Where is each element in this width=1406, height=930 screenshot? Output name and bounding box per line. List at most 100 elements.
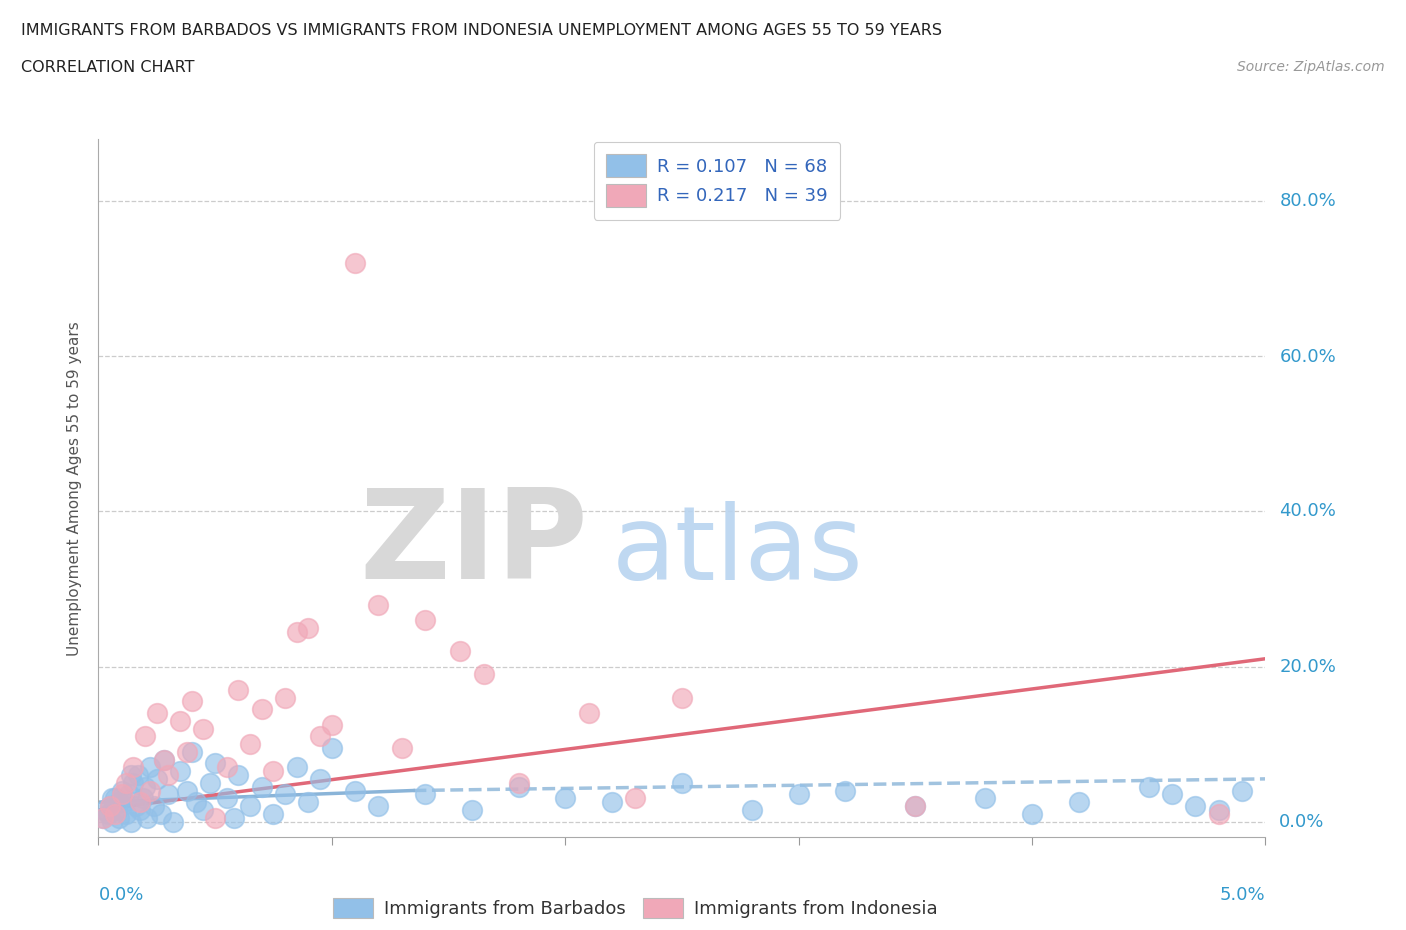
Point <box>508 776 530 790</box>
Text: 0.0%: 0.0% <box>1279 813 1324 830</box>
Point <box>508 779 530 794</box>
Text: 80.0%: 80.0% <box>1279 193 1336 210</box>
Point <box>309 729 332 744</box>
Point <box>222 810 245 825</box>
Text: 60.0%: 60.0% <box>1279 348 1336 365</box>
Point <box>180 744 202 759</box>
Point <box>169 764 191 778</box>
Point <box>262 764 284 778</box>
Point <box>239 737 262 751</box>
Point <box>274 690 297 705</box>
Point <box>125 799 148 814</box>
Point <box>974 790 997 805</box>
Point <box>624 790 647 805</box>
Point <box>204 756 226 771</box>
Point <box>449 644 471 658</box>
Point <box>250 779 273 794</box>
Point <box>97 806 120 821</box>
Point <box>321 740 343 755</box>
Point <box>413 787 436 802</box>
Point <box>108 794 131 809</box>
Point <box>215 760 238 775</box>
Point <box>143 799 166 814</box>
Point <box>139 783 162 798</box>
Point <box>344 256 367 271</box>
Point <box>250 701 273 716</box>
Text: 40.0%: 40.0% <box>1279 502 1336 521</box>
Point <box>134 729 156 744</box>
Text: ZIP: ZIP <box>360 484 589 604</box>
Point <box>193 721 215 736</box>
Point <box>413 613 436 628</box>
Point <box>461 803 484 817</box>
Point <box>120 767 142 782</box>
Point <box>122 760 145 775</box>
Point <box>741 803 763 817</box>
Point <box>1184 799 1206 814</box>
Point <box>91 810 114 825</box>
Point <box>152 752 174 767</box>
Text: 20.0%: 20.0% <box>1279 658 1336 675</box>
Point <box>193 803 215 817</box>
Text: CORRELATION CHART: CORRELATION CHART <box>21 60 194 75</box>
Point <box>904 799 927 814</box>
Point <box>1137 779 1160 794</box>
Point <box>111 783 134 798</box>
Point <box>391 740 413 755</box>
Point <box>297 620 319 635</box>
Point <box>91 810 114 825</box>
Point <box>101 814 124 829</box>
Y-axis label: Unemployment Among Ages 55 to 59 years: Unemployment Among Ages 55 to 59 years <box>67 321 83 656</box>
Point <box>132 790 155 805</box>
Point <box>157 767 180 782</box>
Point <box>215 790 238 805</box>
Point <box>104 806 127 821</box>
Point <box>134 779 156 794</box>
Point <box>200 776 222 790</box>
Point <box>578 706 600 721</box>
Point <box>122 776 145 790</box>
Point <box>129 794 152 809</box>
Point <box>367 799 389 814</box>
Text: IMMIGRANTS FROM BARBADOS VS IMMIGRANTS FROM INDONESIA UNEMPLOYMENT AMONG AGES 55: IMMIGRANTS FROM BARBADOS VS IMMIGRANTS F… <box>21 23 942 38</box>
Point <box>94 803 117 817</box>
Point <box>150 806 173 821</box>
Legend: Immigrants from Barbados, Immigrants from Indonesia: Immigrants from Barbados, Immigrants fro… <box>326 890 945 925</box>
Point <box>1161 787 1184 802</box>
Point <box>98 799 121 814</box>
Point <box>129 803 152 817</box>
Point <box>1208 806 1230 821</box>
Point <box>139 760 162 775</box>
Point <box>176 744 198 759</box>
Point <box>136 810 159 825</box>
Point <box>112 794 135 809</box>
Point <box>228 767 250 782</box>
Point <box>671 690 693 705</box>
Point <box>1208 803 1230 817</box>
Point <box>115 776 138 790</box>
Point <box>127 767 149 782</box>
Point <box>262 806 284 821</box>
Point <box>1021 806 1043 821</box>
Point <box>285 760 308 775</box>
Point <box>186 794 208 809</box>
Point <box>146 706 169 721</box>
Point <box>600 794 623 809</box>
Point <box>228 683 250 698</box>
Text: Source: ZipAtlas.com: Source: ZipAtlas.com <box>1237 60 1385 74</box>
Text: 5.0%: 5.0% <box>1220 885 1265 904</box>
Point <box>309 772 332 787</box>
Point <box>104 790 127 805</box>
Point <box>472 667 495 682</box>
Point <box>204 810 226 825</box>
Point <box>101 790 124 805</box>
Point <box>180 694 202 709</box>
Point <box>1230 783 1253 798</box>
Point <box>98 799 121 814</box>
Point <box>176 783 198 798</box>
Text: 0.0%: 0.0% <box>98 885 143 904</box>
Point <box>367 597 389 612</box>
Point <box>169 713 191 728</box>
Point <box>115 806 138 821</box>
Point <box>105 803 128 817</box>
